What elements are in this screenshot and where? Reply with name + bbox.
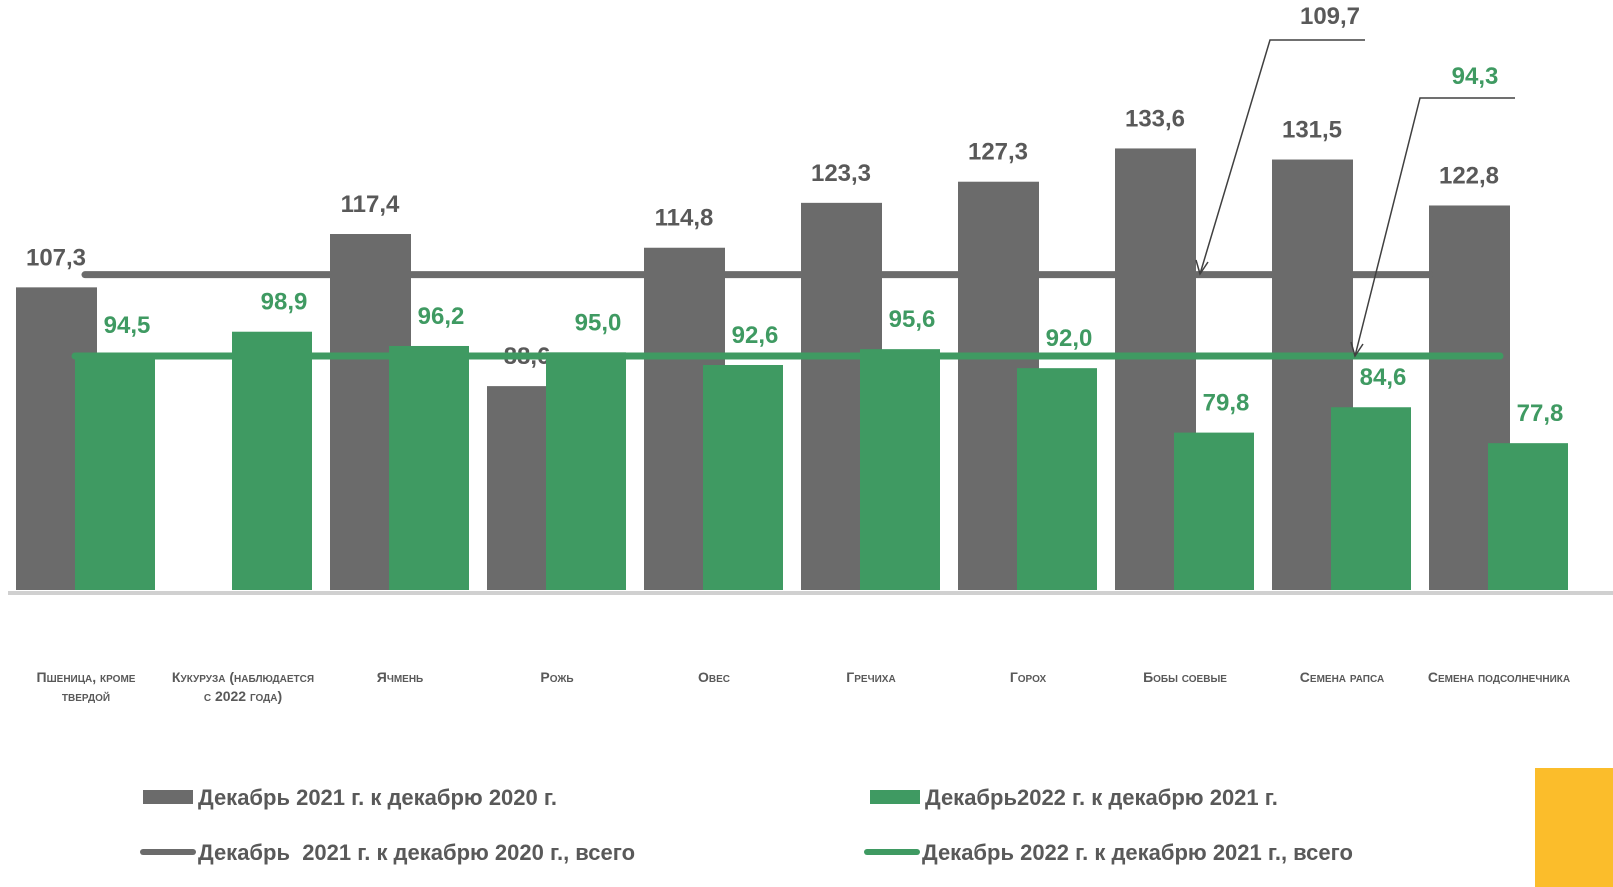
value-label: 122,8: [1439, 162, 1499, 189]
value-label: 133,6: [1125, 105, 1185, 132]
x-tick-label: Семена подсолнечника: [1427, 669, 1571, 685]
value-label: 94,5: [104, 312, 151, 339]
bar: [1017, 368, 1097, 590]
x-tick-label: Бобы соевые: [1143, 669, 1227, 685]
bar: [860, 349, 940, 590]
bar: [1331, 407, 1411, 590]
leader: [1354, 97, 1515, 357]
total-label: 94,3: [1452, 63, 1499, 90]
value-label: 96,2: [418, 303, 465, 330]
value-label: 95,0: [575, 309, 622, 336]
x-tick-label: Овес: [697, 669, 730, 685]
legend-label: Декабрь2022 г. к декабрю 2021 г.: [925, 785, 1278, 810]
x-tick-label: Горох: [1009, 669, 1047, 685]
bar: [1488, 443, 1568, 590]
value-label: 92,6: [732, 322, 779, 349]
bar: [75, 354, 155, 590]
value-label: 123,3: [811, 160, 871, 187]
arrow-head: [1350, 341, 1364, 358]
value-label: 117,4: [341, 191, 400, 218]
value-label: 77,8: [1517, 400, 1564, 427]
value-label: 114,8: [655, 205, 714, 232]
legend-label: Декабрь 2022 г. к декабрю 2021 г., всего: [922, 840, 1353, 865]
value-label: 92,0: [1046, 325, 1093, 352]
legend-swatch: [143, 790, 193, 804]
arrow-head: [1195, 259, 1209, 276]
bar: [546, 352, 626, 590]
x-tick-label: Ячмень: [376, 669, 424, 685]
value-label: 98,9: [261, 289, 308, 316]
x-tick-label: Семена рапса: [1299, 669, 1385, 685]
total-label: 109,7: [1300, 3, 1360, 30]
value-label: 79,8: [1203, 390, 1250, 417]
value-label: 127,3: [968, 139, 1028, 166]
value-label: 131,5: [1282, 117, 1342, 144]
x-tick-label: Пшеница, кроме твердой: [36, 669, 136, 704]
bar: [389, 345, 469, 590]
legend-label: Декабрь 2021 г. к декабрю 2020 г., всего: [198, 840, 635, 865]
value-label: 107,3: [26, 244, 86, 271]
x-tick-label: Гречиха: [846, 669, 896, 685]
legend-swatch: [870, 790, 920, 804]
legend-label: Декабрь 2021 г. к декабрю 2020 г.: [198, 785, 557, 810]
leader: [1199, 39, 1365, 275]
x-tick-label: Рожь: [540, 669, 574, 685]
value-label: 84,6: [1360, 364, 1407, 391]
value-label: 95,6: [889, 306, 936, 333]
bar: [1174, 432, 1254, 590]
decor: [1535, 768, 1613, 887]
x-tick-label: Кукуруза (наблюдается с 2022 года): [171, 669, 315, 704]
bar: [703, 364, 783, 590]
bar: [232, 331, 312, 590]
